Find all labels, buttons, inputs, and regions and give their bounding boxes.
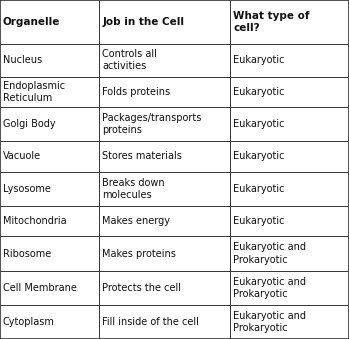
Text: Eukaryotic: Eukaryotic	[233, 184, 285, 194]
Text: Folds proteins: Folds proteins	[102, 87, 170, 97]
Text: Packages/transports
proteins: Packages/transports proteins	[102, 113, 202, 135]
Text: Stores materials: Stores materials	[102, 152, 182, 161]
Text: Eukaryotic and
Prokaryotic: Eukaryotic and Prokaryotic	[233, 242, 306, 265]
Text: Cell Membrane: Cell Membrane	[3, 283, 77, 293]
Text: Makes proteins: Makes proteins	[102, 248, 176, 259]
Text: Lysosome: Lysosome	[3, 184, 51, 194]
Text: Eukaryotic and
Prokaryotic: Eukaryotic and Prokaryotic	[233, 277, 306, 299]
Text: Mitochondria: Mitochondria	[3, 216, 66, 226]
Text: Controls all
activities: Controls all activities	[102, 49, 157, 72]
Text: Golgi Body: Golgi Body	[3, 119, 55, 129]
Text: Eukaryotic: Eukaryotic	[233, 216, 285, 226]
Text: Eukaryotic: Eukaryotic	[233, 152, 285, 161]
Text: Nucleus: Nucleus	[3, 55, 42, 65]
Text: Makes energy: Makes energy	[102, 216, 170, 226]
Text: Cytoplasm: Cytoplasm	[3, 317, 55, 327]
Text: Endoplasmic
Reticulum: Endoplasmic Reticulum	[3, 81, 65, 103]
Text: Eukaryotic: Eukaryotic	[233, 87, 285, 97]
Text: Eukaryotic: Eukaryotic	[233, 119, 285, 129]
Text: Job in the Cell: Job in the Cell	[102, 17, 184, 27]
Text: What type of
cell?: What type of cell?	[233, 11, 310, 33]
Text: Organelle: Organelle	[3, 17, 60, 27]
Text: Eukaryotic and
Prokaryotic: Eukaryotic and Prokaryotic	[233, 311, 306, 333]
Text: Breaks down
molecules: Breaks down molecules	[102, 178, 165, 200]
Text: Eukaryotic: Eukaryotic	[233, 55, 285, 65]
Text: Protects the cell: Protects the cell	[102, 283, 181, 293]
Text: Ribosome: Ribosome	[3, 248, 51, 259]
Text: Vacuole: Vacuole	[3, 152, 41, 161]
Text: Fill inside of the cell: Fill inside of the cell	[102, 317, 199, 327]
